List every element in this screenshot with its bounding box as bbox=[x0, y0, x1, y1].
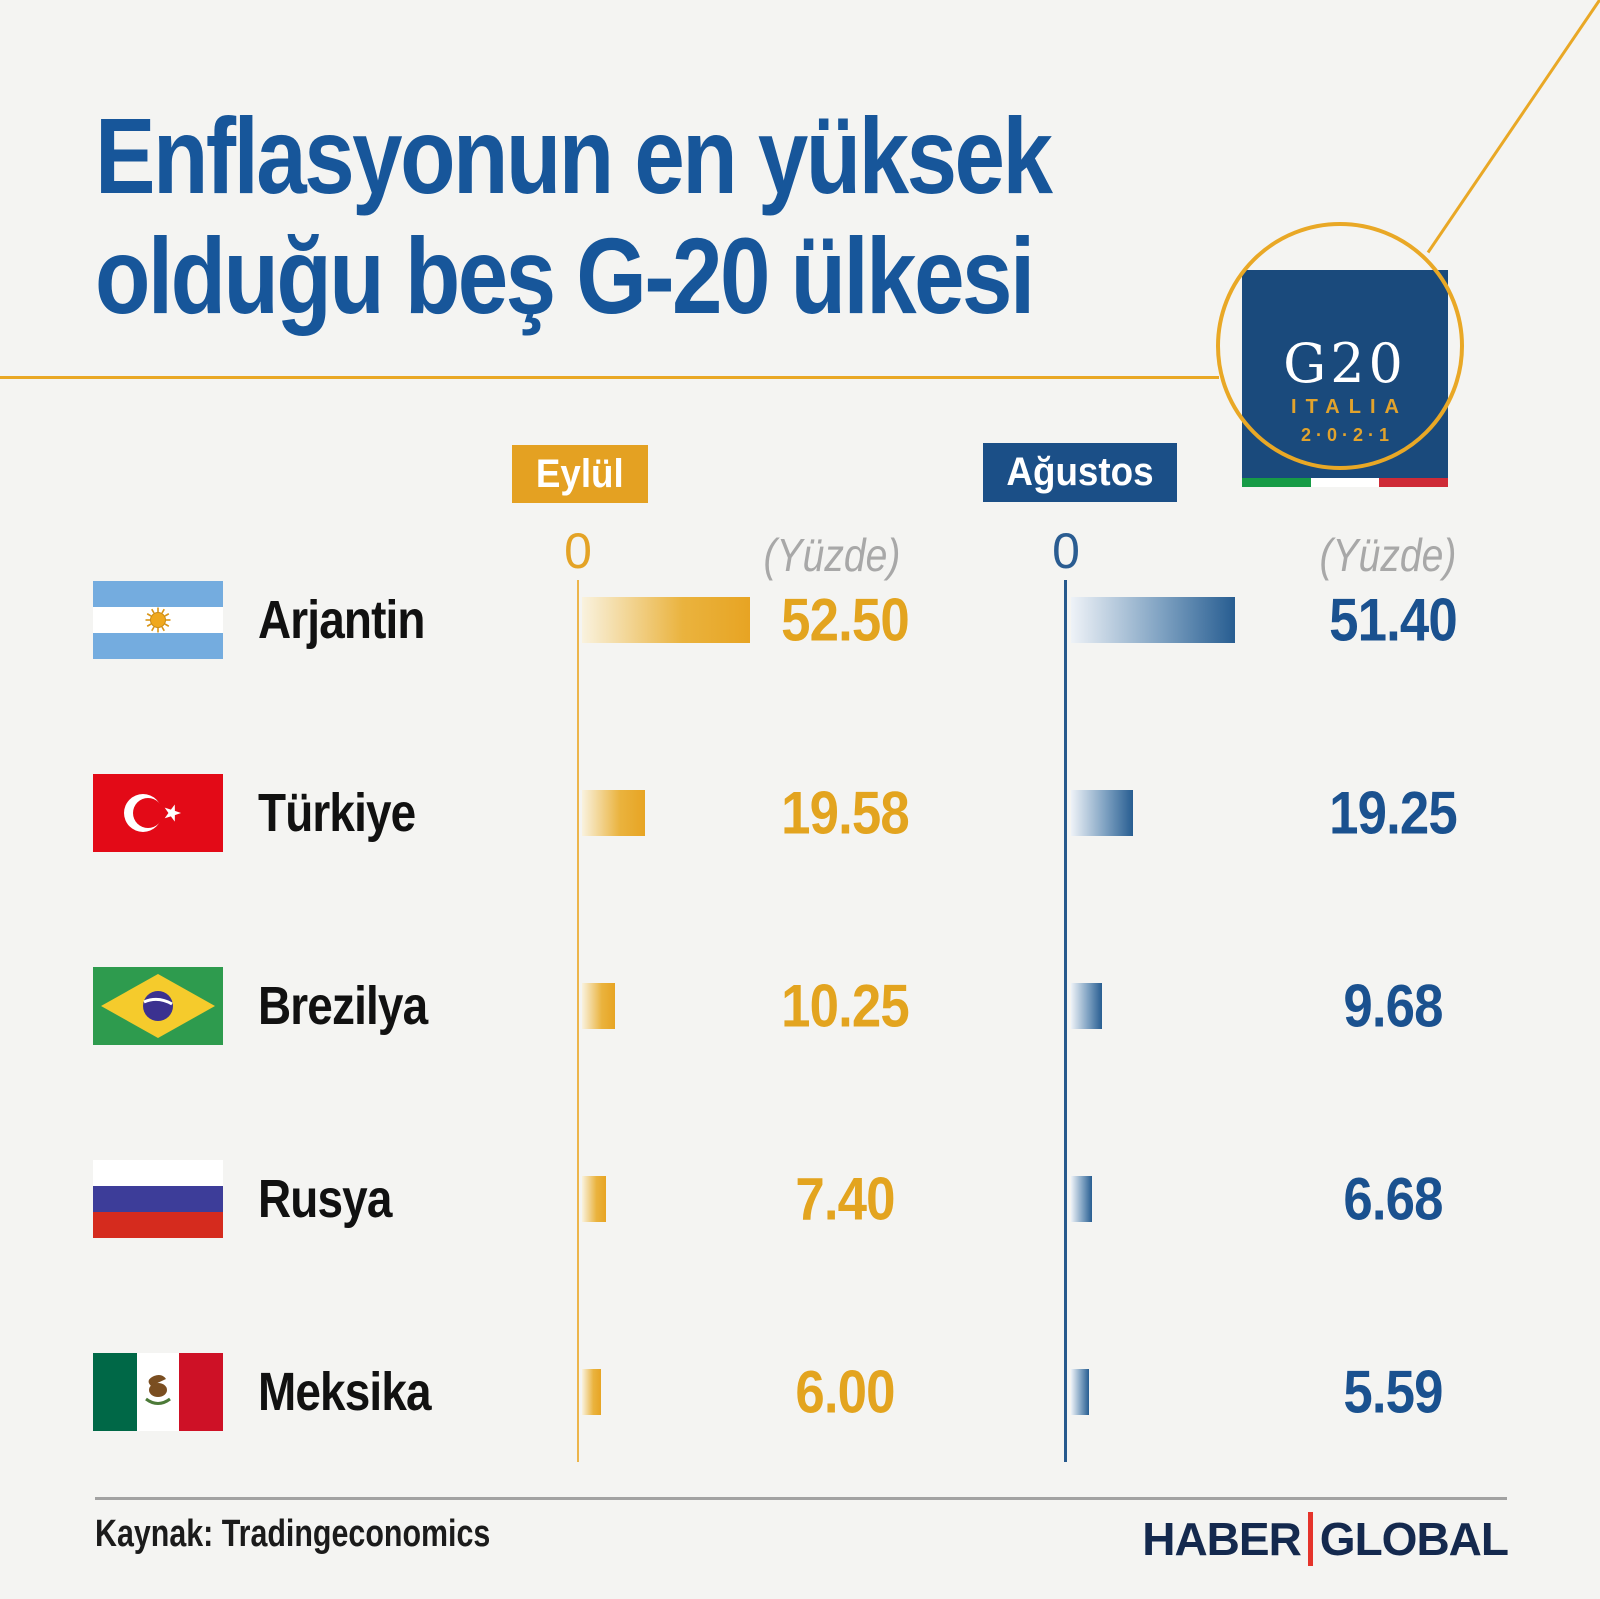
country-label: Meksika bbox=[258, 1362, 432, 1422]
september-value: 19.58 bbox=[781, 779, 910, 847]
flag-mexico bbox=[93, 1353, 223, 1431]
country-row: Meksika 6.00 5.59 bbox=[0, 1353, 1600, 1431]
august-bar bbox=[1071, 1369, 1089, 1415]
country-row: Brezilya 10.25 9.68 bbox=[0, 967, 1600, 1045]
g20-logo-circle bbox=[1216, 222, 1464, 470]
footer-divider-line bbox=[95, 1497, 1507, 1500]
country-label: Rusya bbox=[258, 1169, 392, 1229]
country-label: Arjantin bbox=[258, 590, 425, 650]
brand-separator-bar bbox=[1307, 1512, 1313, 1566]
september-bar bbox=[582, 1176, 606, 1222]
august-bar bbox=[1071, 790, 1133, 836]
title-line1: Enflasyonun en yüksek bbox=[95, 95, 1053, 216]
country-label: Türkiye bbox=[258, 783, 416, 843]
september-unit-label: (Yüzde) bbox=[763, 529, 901, 581]
september-bar bbox=[582, 790, 645, 836]
august-badge: Ağustos bbox=[983, 443, 1177, 502]
brand-left: HABER bbox=[1142, 1513, 1302, 1565]
september-bar bbox=[582, 597, 750, 643]
source-label: Kaynak: Tradingeconomics bbox=[95, 1513, 491, 1555]
september-value: 10.25 bbox=[781, 972, 910, 1040]
brand-right: GLOBAL bbox=[1319, 1513, 1509, 1565]
haber-global-logo: HABER GLOBAL bbox=[1142, 1512, 1509, 1566]
september-bar bbox=[582, 983, 615, 1029]
august-bar bbox=[1071, 983, 1102, 1029]
country-row: Türkiye 19.58 19.25 bbox=[0, 774, 1600, 852]
country-label: Brezilya bbox=[258, 976, 428, 1036]
september-bar bbox=[582, 1369, 601, 1415]
top-divider-line bbox=[0, 376, 1219, 379]
august-value: 19.25 bbox=[1329, 779, 1458, 847]
august-axis-line bbox=[1064, 580, 1067, 1462]
country-row: Rusya 7.40 6.68 bbox=[0, 1160, 1600, 1238]
flag-turkey bbox=[93, 774, 223, 852]
september-value: 52.50 bbox=[781, 586, 910, 654]
september-axis-line bbox=[577, 580, 579, 1462]
august-value: 6.68 bbox=[1343, 1165, 1443, 1233]
flag-argentina bbox=[93, 581, 223, 659]
august-value: 9.68 bbox=[1343, 972, 1443, 1040]
page-title: Enflasyonun en yüksek olduğu beş G-20 ülk… bbox=[95, 95, 1053, 336]
september-axis-zero: 0 bbox=[564, 523, 592, 579]
august-bar bbox=[1071, 597, 1235, 643]
flag-brazil bbox=[93, 967, 223, 1045]
september-value: 6.00 bbox=[795, 1358, 895, 1426]
september-value: 7.40 bbox=[795, 1165, 895, 1233]
september-badge: Eylül bbox=[512, 445, 648, 503]
title-line2: olduğu beş G-20 ülkesi bbox=[95, 214, 1035, 336]
august-bar bbox=[1071, 1176, 1092, 1222]
august-axis-zero: 0 bbox=[1052, 523, 1080, 579]
country-row: Arjantin 52.50 51.40 bbox=[0, 581, 1600, 659]
august-value: 5.59 bbox=[1343, 1358, 1443, 1426]
diagonal-accent-line bbox=[1426, 0, 1600, 254]
flag-russia bbox=[93, 1160, 223, 1238]
august-unit-label: (Yüzde) bbox=[1319, 529, 1457, 581]
italy-flag-stripe bbox=[1242, 478, 1449, 487]
august-value: 51.40 bbox=[1329, 586, 1458, 654]
